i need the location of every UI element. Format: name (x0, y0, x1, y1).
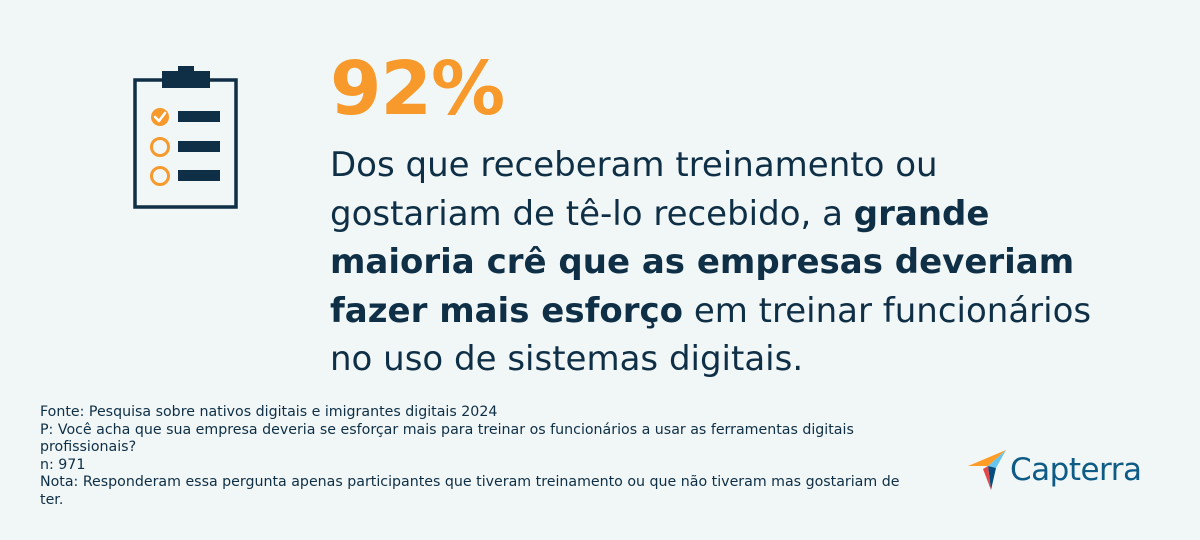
capterra-arrow-icon (968, 450, 1006, 490)
footnotes: Fonte: Pesquisa sobre nativos digitais e… (40, 404, 920, 509)
capterra-logo: Capterra (966, 448, 1142, 492)
statement-text-part2: em treinar funcionários no uso de sistem… (330, 290, 1092, 380)
footnote-source: Fonte: Pesquisa sobre nativos digitais e… (40, 404, 498, 420)
footnote-note: Nota: Responderam essa pergunta apenas p… (40, 474, 900, 508)
footnote-sample: n: 971 (40, 456, 86, 473)
capterra-wordmark: Capterra (1010, 452, 1142, 488)
statement-text-bold: grande maioria crê que as empresas dever… (330, 193, 1075, 331)
headline-statement: Dos que receberam treinamento ou gostari… (330, 141, 1110, 384)
footnote-question: P: Você acha que sua empresa deveria se … (40, 421, 854, 456)
clipboard-checklist-icon (132, 66, 240, 210)
statement-text-part1: Dos que receberam treinamento ou gostari… (330, 145, 938, 234)
headline-stat: 92% (330, 46, 505, 132)
